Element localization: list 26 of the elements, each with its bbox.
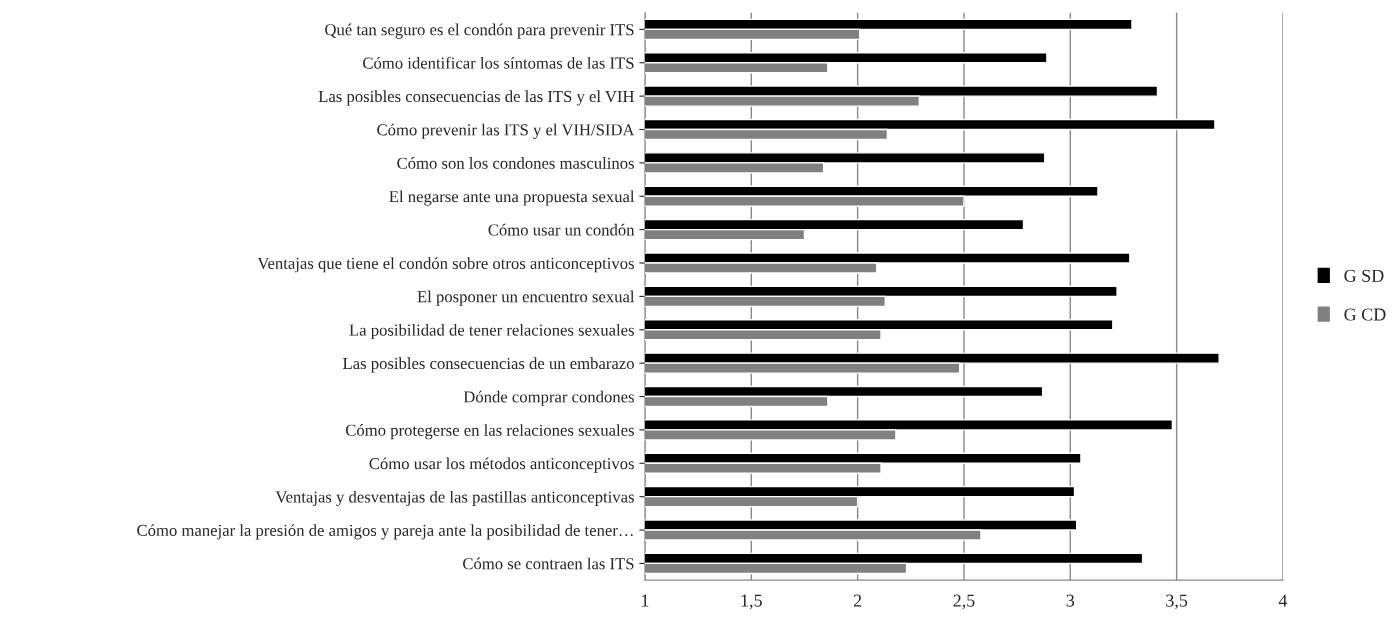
- y-tick-label: Las posibles consecuencias de un embarazo: [342, 357, 634, 373]
- y-tick-label: Cómo prevenir las ITS y el VIH/SIDA: [377, 123, 635, 139]
- x-tick-label: 3: [1066, 594, 1075, 607]
- x-tick-label: 1,5: [741, 594, 762, 610]
- y-tick-label: Dónde comprar condones: [463, 390, 634, 406]
- y-tick-label: Cómo son los condones masculinos: [397, 157, 634, 169]
- x-tick-label: 4: [1278, 594, 1288, 607]
- y-tick-label: Cómo identificar los síntomas de las ITS: [363, 56, 634, 69]
- x-tick-label: 1: [642, 594, 649, 607]
- y-tick-label: El negarse ante una propuesta sexual: [389, 190, 635, 206]
- x-tick-label: 3,5: [1166, 594, 1188, 610]
- y-tick-label: El posponer un encuentro sexual: [417, 290, 635, 306]
- y-tick-label: Cómo protegerse en las relaciones sexuales: [345, 424, 634, 440]
- y-tick-label: La posibilidad de tener relaciones sexuales: [349, 323, 634, 340]
- y-tick-label: Cómo se contraen las ITS: [463, 557, 634, 570]
- y-tick-label: Cómo manejar la presión de amigos y pareja ante la posibilidad de tener…: [137, 524, 633, 540]
- legend-label: G CD: [1344, 308, 1386, 321]
- y-tick-label: Ventajas que tiene el condón sobre otros anticonceptivos: [257, 257, 634, 273]
- y-tick-label: Las posibles consecuencias de las ITS y el VIH: [318, 90, 635, 106]
- x-tick-label: 2,5: [953, 594, 975, 610]
- y-tick-label: Cómo usar un condón: [488, 223, 635, 236]
- y-tick-label: Ventajas y desventajas de las pastillas anticonceptivas: [275, 490, 634, 507]
- legend-label: G SD: [1344, 269, 1384, 282]
- y-tick-label: Qué tan seguro es el condón para prevenir ITS: [325, 23, 634, 39]
- y-tick-label: Cómo usar los métodos anticonceptivos: [369, 457, 634, 473]
- x-tick-label: 2: [853, 594, 862, 607]
